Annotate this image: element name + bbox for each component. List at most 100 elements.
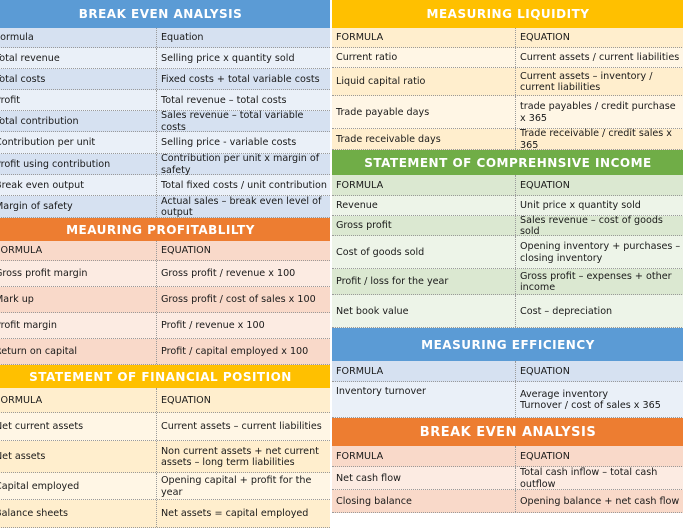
equation-cell: Total fixed costs / unit contribution bbox=[161, 179, 327, 191]
table-row: Formula Equation bbox=[0, 28, 330, 48]
table-row: FORMULA EQUATION bbox=[332, 446, 683, 467]
equation-cell: Net assets = capital employed bbox=[161, 508, 309, 520]
formula-cell: Gross profit bbox=[332, 216, 516, 235]
equation-cell: Fixed costs + total variable costs bbox=[161, 73, 320, 85]
equation-cell: EQUATION bbox=[520, 450, 570, 462]
formula-cell: Margin of safety bbox=[0, 196, 157, 217]
formula-cell: FORMULA bbox=[332, 28, 516, 47]
table-row: FORMULA EQUATION bbox=[0, 388, 330, 413]
table-row: Closing balance Opening balance + net cas… bbox=[332, 490, 683, 513]
equation-cell: Gross profit – expenses + other income bbox=[520, 270, 672, 293]
table-row: Trade payable days trade payables / credi… bbox=[332, 96, 683, 129]
break-even-title: BREAK EVEN ANALYSIS bbox=[0, 0, 330, 28]
liquidity-table: FORMULA EQUATION Current ratio Current ass… bbox=[332, 28, 683, 151]
equation-cell: Selling price x quantity sold bbox=[161, 52, 295, 64]
formula-cell: Profit using contribution bbox=[0, 154, 157, 174]
table-row: Inventory turnover Average inventory Turn… bbox=[332, 382, 683, 418]
formula-cell: Formula bbox=[0, 28, 157, 47]
equation-cell: Current assets / current liabilities bbox=[520, 52, 680, 64]
formula-cell: FORMULA bbox=[332, 175, 516, 195]
formula-cell: Profit margin bbox=[0, 313, 157, 338]
table-row: Net cash flow Total cash inflow – total c… bbox=[332, 467, 683, 490]
equation-cell: Equation bbox=[161, 32, 204, 44]
formula-cell: FORMULA bbox=[0, 388, 157, 412]
table-row: Profit using contribution Contribution pe… bbox=[0, 153, 330, 176]
table-row: Margin of safety Actual sales – break eve… bbox=[0, 196, 330, 218]
formula-cell: Net book value bbox=[332, 295, 516, 327]
table-row: Gross profit Sales revenue – cost of good… bbox=[332, 214, 683, 237]
equation-cell: Average inventory Turnover / cost of sal… bbox=[520, 388, 661, 411]
table-row: FORMULA EQUATION bbox=[0, 241, 330, 261]
formula-cell: FORMULA bbox=[332, 446, 516, 466]
formula-cell: Trade receivable days bbox=[332, 129, 516, 149]
equation-cell: Opening capital + profit for the year bbox=[161, 475, 312, 498]
table-row: Total costs Fixed costs + total variable … bbox=[0, 69, 330, 90]
efficiency-table: FORMULA EQUATION Inventory turnover Averag… bbox=[332, 361, 683, 418]
formula-cell: FORMULA bbox=[332, 361, 516, 381]
equation-cell: Non current assets + net current assets … bbox=[161, 445, 319, 468]
liquidity-title: MEASURING LIQUIDITY bbox=[332, 0, 683, 28]
formula-cell: Total contribution bbox=[0, 111, 157, 131]
equation-cell: Opening balance + net cash flow bbox=[520, 495, 680, 507]
formula-cell: Net cash flow bbox=[332, 467, 516, 489]
equation-cell: EQUATION bbox=[520, 32, 570, 44]
table-row: Gross profit margin Gross profit / revenu… bbox=[0, 261, 330, 287]
equation-cell: Current assets – inventory / current lia… bbox=[520, 70, 653, 93]
equation-cell: Profit / revenue x 100 bbox=[161, 320, 265, 332]
formula-cell: Gross profit margin bbox=[0, 261, 157, 286]
formula-cell: Net assets bbox=[0, 441, 157, 472]
table-row: Return on capital Profit / capital employ… bbox=[0, 339, 330, 365]
formula-cell: Liquid capital ratio bbox=[332, 68, 516, 95]
profitability-title: MEAURING PROFITABLILTY bbox=[0, 218, 330, 241]
table-row: Contribution per unit Selling price - var… bbox=[0, 132, 330, 154]
financial-position-table: FORMULA EQUATION Net current assets Curren… bbox=[0, 388, 330, 528]
formula-cell: Mark up bbox=[0, 287, 157, 312]
equation-cell: Current assets – current liabilities bbox=[161, 421, 322, 433]
break-even-table: Formula Equation Total revenue Selling pri… bbox=[0, 28, 330, 218]
efficiency-title: MEASURING EFFICIENCY bbox=[332, 328, 683, 361]
formula-cell: Inventory turnover bbox=[332, 382, 516, 417]
formula-cell: FORMULA bbox=[0, 241, 157, 260]
table-row: Profit margin Profit / revenue x 100 bbox=[0, 313, 330, 339]
break-even-2-title: BREAK EVEN ANALYSIS bbox=[332, 418, 683, 446]
equation-cell: Actual sales – break even level of outpu… bbox=[161, 195, 322, 218]
table-row: Current ratio Current assets / current li… bbox=[332, 48, 683, 68]
formula-cell: Revenue bbox=[332, 196, 516, 215]
table-row: Net book value Cost – depreciation bbox=[332, 295, 683, 328]
income-title: STATEMENT OF COMPREHNSIVE INCOME bbox=[332, 150, 683, 175]
equation-cell: EQUATION bbox=[161, 245, 211, 257]
equation-cell: Trade receivable / credit sales x 365 bbox=[520, 128, 672, 151]
formula-cell: Break even output bbox=[0, 175, 157, 195]
formula-cell: Current ratio bbox=[332, 48, 516, 67]
equation-cell: Sales revenue – cost of goods sold bbox=[520, 214, 663, 237]
formula-cell: Contribution per unit bbox=[0, 132, 157, 153]
equation-cell: Gross profit / cost of sales x 100 bbox=[161, 294, 316, 306]
table-row: Revenue Unit price x quantity sold bbox=[332, 196, 683, 216]
formula-cell: Total revenue bbox=[0, 48, 157, 68]
equation-cell: Total cash inflow – total cash outflow bbox=[520, 467, 658, 490]
table-row: FORMULA EQUATION bbox=[332, 28, 683, 48]
table-row: Profit / loss for the year Gross profit –… bbox=[332, 269, 683, 295]
equation-cell: Cost – depreciation bbox=[520, 305, 613, 317]
formula-cell: Trade payable days bbox=[332, 96, 516, 128]
equation-cell: Selling price - variable costs bbox=[161, 137, 297, 149]
table-row: Capital employed Opening capital + profit… bbox=[0, 473, 330, 500]
equation-cell: Gross profit / revenue x 100 bbox=[161, 268, 296, 280]
income-table: FORMULA EQUATION Revenue Unit price x quan… bbox=[332, 175, 683, 328]
table-row: Balance sheets Net assets = capital emplo… bbox=[0, 500, 330, 528]
formula-cell: Total costs bbox=[0, 69, 157, 89]
financial-position-title: STATEMENT OF FINANCIAL POSITION bbox=[0, 365, 330, 388]
table-row: Profit Total revenue – total costs bbox=[0, 90, 330, 111]
table-row: Cost of goods sold Opening inventory + pu… bbox=[332, 236, 683, 269]
table-row: Total revenue Selling price x quantity so… bbox=[0, 48, 330, 69]
formula-cell: Profit / loss for the year bbox=[332, 269, 516, 294]
formula-cell: Balance sheets bbox=[0, 500, 157, 527]
table-row: Trade receivable days Trade receivable / … bbox=[332, 128, 683, 151]
formula-cell: Closing balance bbox=[332, 490, 516, 512]
equation-cell: Opening inventory + purchases – closing … bbox=[520, 241, 681, 264]
table-row: Net current assets Current assets – curre… bbox=[0, 413, 330, 441]
formula-cell: Return on capital bbox=[0, 339, 157, 364]
formula-cell: Net current assets bbox=[0, 413, 157, 440]
